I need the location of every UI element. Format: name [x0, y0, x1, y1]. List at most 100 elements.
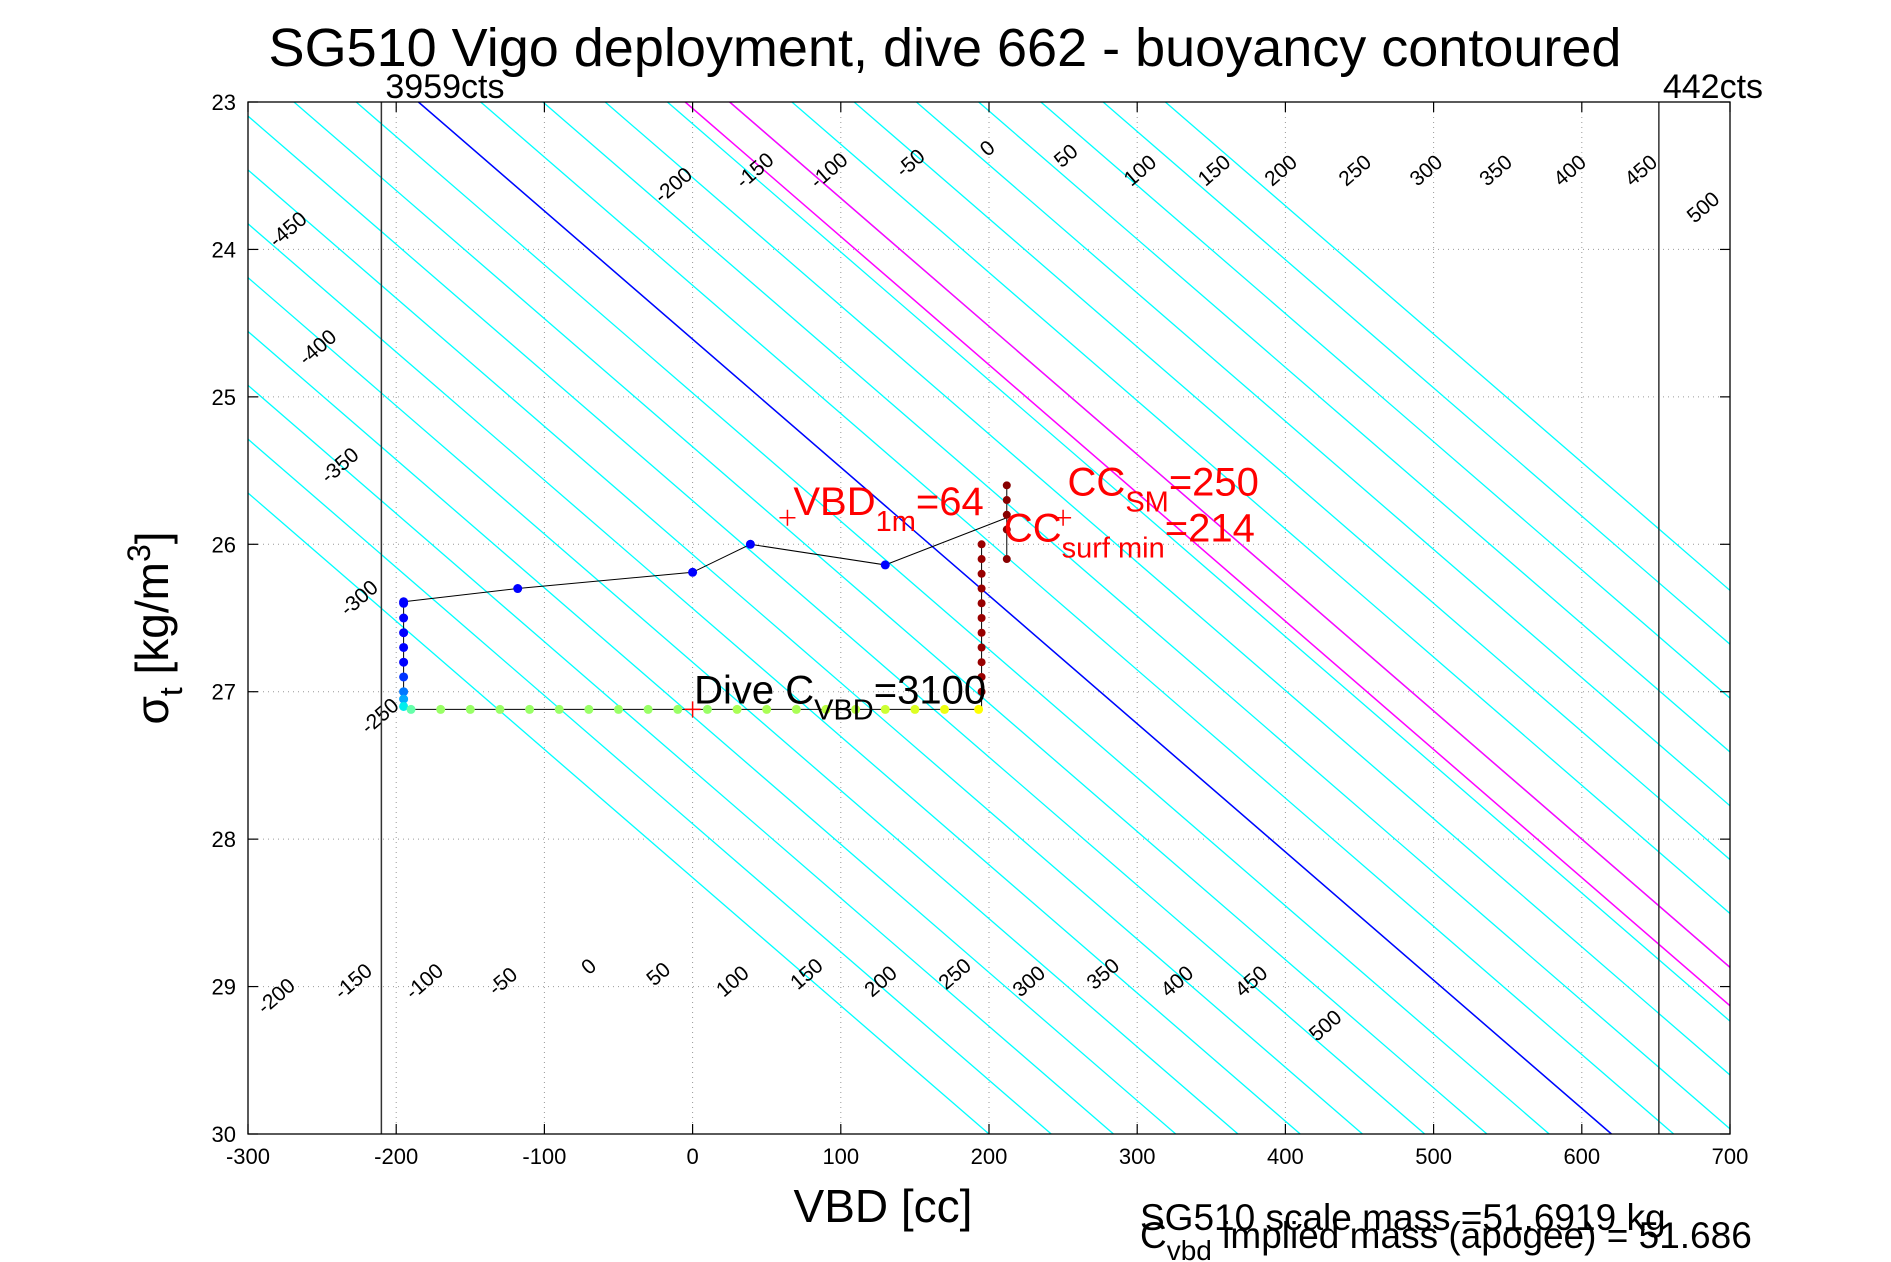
x-tick-label: -300	[226, 1144, 270, 1169]
y-axis-label: σt [kg/m3]	[121, 531, 189, 724]
dive-point	[791, 704, 801, 714]
annotation-divecvbd: Dive CVBD=3100	[694, 669, 986, 727]
climb-point	[977, 555, 986, 564]
y-axis-label-sup: 3	[121, 544, 157, 562]
contour-label: 100	[1120, 151, 1162, 191]
surface-point	[745, 539, 755, 549]
y-tick-label: 29	[212, 975, 236, 1000]
contour-line	[1040, 102, 1730, 699]
contour-label: 450	[1620, 151, 1662, 191]
contour-label: -200	[253, 974, 300, 1019]
contour-line	[248, 492, 990, 1134]
climb-point	[977, 540, 986, 549]
x-tick-label: 300	[1119, 1144, 1156, 1169]
contour-label: -50	[484, 963, 522, 1000]
annotation-ccsm: CCSM=250	[1068, 461, 1259, 519]
contour-line	[248, 115, 1426, 1134]
annotation-rest: =214	[1165, 506, 1255, 550]
annotation-main: Dive C	[694, 669, 814, 713]
contour-label: 350	[1475, 151, 1517, 191]
dive-point	[399, 642, 409, 652]
annotation-sub: VBD	[814, 695, 874, 727]
contour-line	[480, 102, 1675, 1134]
contour-line	[542, 102, 1730, 1130]
highlight-contour-line	[729, 102, 1730, 969]
y-tick-label: 23	[212, 90, 236, 115]
contour-label: 300	[1008, 961, 1050, 1001]
contour-label: -250	[357, 694, 404, 739]
dive-point	[399, 613, 409, 623]
contour-line	[729, 102, 1730, 969]
climb-point	[977, 614, 986, 622]
annotation-main: CC	[1004, 506, 1062, 550]
annotation-rest: =3100	[874, 669, 986, 713]
dive-traces	[399, 481, 1072, 718]
y-tick-label: 25	[212, 385, 236, 410]
contour-label: 500	[1683, 187, 1725, 227]
contour-line	[355, 102, 1550, 1134]
contour-label: 450	[1231, 961, 1273, 1001]
climb-point	[977, 687, 986, 696]
contour-line	[248, 438, 1052, 1134]
dive-point	[732, 704, 742, 714]
climb-point	[977, 658, 986, 667]
dive-point	[554, 704, 564, 714]
dive-point	[525, 704, 535, 714]
contour-line	[915, 102, 1730, 807]
chart-title: SG510 Vigo deployment, dive 662 - buoyan…	[269, 18, 1622, 78]
x-tick-label: -200	[374, 1144, 418, 1169]
climb-point	[1002, 510, 1011, 519]
contour-line	[978, 102, 1730, 753]
contour-label: -50	[892, 145, 930, 182]
surface-point	[399, 597, 409, 607]
highlight-contour-line	[417, 102, 1612, 1134]
scale-mass-note: SG510 scale mass =51.6919 kg	[1140, 1197, 1666, 1238]
climb-point	[1002, 481, 1011, 490]
contour-label: 0	[577, 954, 601, 979]
contour-line	[248, 222, 1301, 1134]
climb-point	[977, 672, 986, 681]
y-axis-label-main: σ	[126, 696, 178, 724]
x-axis-label: VBD [cc]	[794, 1180, 973, 1232]
y-tick-label: 28	[212, 827, 236, 852]
dive-point	[584, 704, 594, 714]
dive-point	[974, 704, 984, 714]
climb-point	[1002, 496, 1011, 505]
contour-label: 200	[860, 961, 902, 1001]
contour-label: 100	[712, 961, 754, 1001]
y-tick-label: 27	[212, 680, 236, 705]
buoyancy-contours	[248, 102, 1730, 1134]
y-tick-label: 26	[212, 532, 236, 557]
dive-point	[821, 704, 831, 714]
contour-label: 400	[1157, 961, 1199, 1001]
climb-point	[977, 569, 986, 578]
dive-point	[762, 704, 772, 714]
plus-marker	[779, 509, 796, 526]
grid	[247, 101, 1731, 1135]
contour-line	[248, 330, 1177, 1134]
y-axis-label-rest: [kg/m	[126, 562, 178, 687]
dive-point	[614, 704, 623, 714]
x-tick-label: 0	[686, 1144, 698, 1169]
contour-line	[248, 169, 1363, 1134]
annotation-main: CC	[1068, 461, 1126, 505]
x-tick-label: 100	[822, 1144, 859, 1169]
annotation-rest: =64	[916, 480, 984, 524]
x-tick-label: 200	[971, 1144, 1008, 1169]
implied-mass-main: C	[1140, 1215, 1167, 1256]
annotation-ccsurf: CCsurf min=214	[1004, 506, 1255, 564]
climb-point	[977, 628, 986, 637]
highlight-contour-line	[684, 102, 1730, 1007]
contour-label: -300	[336, 576, 383, 621]
dive-point	[910, 704, 920, 714]
x-tick-label: 600	[1563, 1144, 1600, 1169]
climb-point	[977, 599, 986, 608]
dive-point	[399, 672, 409, 682]
contour-label: -400	[294, 325, 341, 370]
dive-point	[465, 704, 475, 714]
contour-line	[293, 102, 1488, 1134]
surface-point	[880, 560, 890, 570]
dive-point	[495, 704, 505, 714]
contour-line	[248, 384, 1114, 1134]
x-tick-label: 400	[1267, 1144, 1304, 1169]
